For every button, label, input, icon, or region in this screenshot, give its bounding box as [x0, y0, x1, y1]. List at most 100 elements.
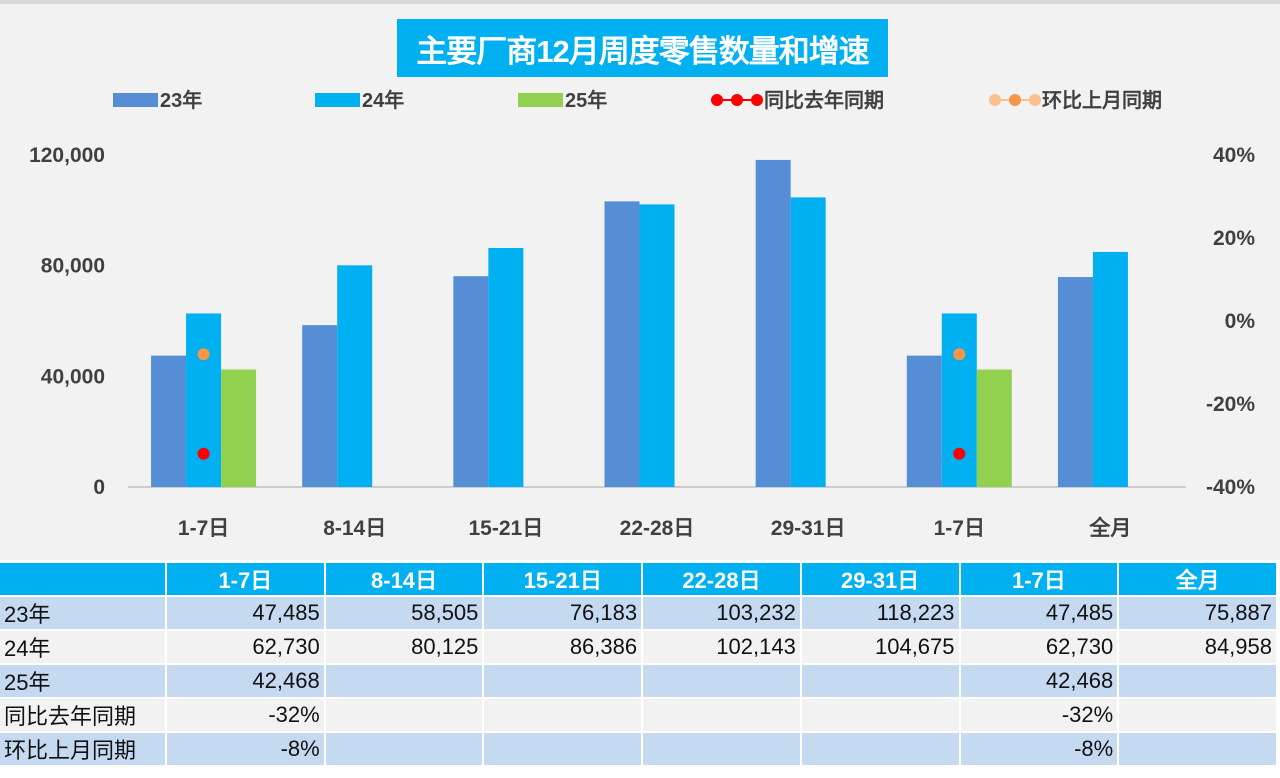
table-cell [801, 665, 959, 697]
table-cell: 118,223 [801, 597, 959, 629]
table-row: 23年 47,485 58,505 76,183 103,232 118,223 47,48… [0, 597, 1276, 629]
table-cell: -8% [960, 733, 1118, 765]
table-cell: -32% [960, 699, 1118, 731]
y-right-tick-label: 20% [1213, 227, 1255, 250]
row-label: 23年 [0, 597, 165, 629]
bar-23年 [302, 325, 338, 487]
y-left-tick-label: 120,000 [29, 144, 105, 167]
table-cell [1119, 733, 1276, 765]
bar-23年 [755, 159, 791, 487]
chart-svg: 0 40,000 80,000 120,000 -40% -20% 0% 20% 40% 1-7日… [29, 88, 1256, 540]
table-cell: 42,468 [960, 665, 1118, 697]
bar-25年 [976, 369, 1012, 487]
table-corner-cell [0, 563, 165, 595]
legend-marker-环比上月同期 [1029, 94, 1041, 106]
point-环比上月同期 [197, 348, 210, 361]
x-tick-label: 全月 [1088, 516, 1131, 540]
bar-24年 [941, 313, 977, 487]
chart-title: 主要厂商12月周度零售数量和增速 [397, 19, 888, 77]
table-cell: 62,730 [960, 631, 1118, 663]
table-cell: 80,125 [325, 631, 483, 663]
x-tick-label: 22-28日 [620, 517, 695, 540]
table-row: 同比去年同期 -32% -32% [0, 699, 1276, 731]
legend-marker-环比上月同期 [1009, 94, 1021, 106]
legend-label: 同比去年同期 [764, 88, 884, 112]
legend-swatch-25年 [518, 93, 563, 107]
bar-23年 [1057, 277, 1093, 487]
bar-24年 [488, 247, 524, 487]
table-cell [484, 665, 642, 697]
row-label: 环比上月同期 [0, 733, 165, 765]
y-left-tick-label: 80,000 [41, 255, 105, 278]
point-环比上月同期 [953, 348, 966, 361]
table-cell [643, 733, 800, 765]
table-cell [325, 733, 483, 765]
table-row: 25年 42,468 42,468 [0, 665, 1276, 697]
legend-marker-同比去年同期 [731, 94, 743, 106]
legend-label: 24年 [362, 88, 404, 112]
table-cell [325, 699, 483, 731]
table-header-cell: 22-28日 [643, 563, 800, 595]
table-cell [1119, 699, 1276, 731]
bar-23年 [906, 355, 942, 487]
x-tick-label: 15-21日 [468, 517, 543, 540]
table-cell [801, 733, 959, 765]
x-tick-label: 1-7日 [178, 517, 229, 540]
bar-23年 [453, 276, 489, 487]
x-tick-label: 8-14日 [323, 517, 386, 540]
y-left-tick-label: 40,000 [41, 365, 105, 388]
bar-24年 [186, 313, 222, 487]
table-header-cell: 1-7日 [960, 563, 1118, 595]
row-label: 25年 [0, 665, 165, 697]
legend-label: 环比上月同期 [1042, 89, 1162, 112]
table-header-row: 1-7日 8-14日 15-21日 22-28日 29-31日 1-7日 全月 [0, 563, 1276, 595]
bar-23年 [151, 355, 187, 487]
table-cell: 104,675 [801, 631, 959, 663]
bar-24年 [337, 265, 373, 487]
y-right-tick-label: 0% [1225, 310, 1256, 333]
legend-swatch-24年 [315, 93, 360, 107]
table-cell: 62,730 [167, 631, 324, 663]
table-cell: 86,386 [484, 631, 642, 663]
row-label: 同比去年同期 [0, 699, 165, 731]
legend-marker-同比去年同期 [751, 94, 763, 106]
y-right-tick-label: -40% [1206, 476, 1255, 499]
table-cell: 58,505 [325, 597, 483, 629]
bar-25年 [221, 369, 257, 487]
legend-marker-环比上月同期 [989, 94, 1001, 106]
table-header-cell: 8-14日 [325, 563, 483, 595]
bar-24年 [790, 197, 826, 487]
legend-label: 25年 [565, 88, 607, 112]
table-row: 24年 62,730 80,125 86,386 102,143 104,675 62,73… [0, 631, 1276, 663]
table-row: 环比上月同期 -8% -8% [0, 733, 1276, 765]
table-cell: 76,183 [484, 597, 642, 629]
x-tick-label: 29-31日 [771, 517, 846, 540]
table-cell: 75,887 [1119, 597, 1276, 629]
legend-label: 23年 [160, 88, 202, 112]
table-header-cell: 29-31日 [801, 563, 959, 595]
table-cell: 42,468 [167, 665, 324, 697]
row-label: 24年 [0, 631, 165, 663]
table-cell: -8% [167, 733, 324, 765]
legend-marker-同比去年同期 [711, 94, 723, 106]
point-同比去年同期 [953, 447, 966, 460]
table-cell: 103,232 [643, 597, 800, 629]
table-cell: 102,143 [643, 631, 800, 663]
table-cell [801, 699, 959, 731]
table-cell [643, 699, 800, 731]
y-right-tick-label: -20% [1206, 393, 1255, 416]
table-cell [1119, 665, 1276, 697]
table-header-cell: 全月 [1119, 563, 1276, 595]
table-cell [325, 665, 483, 697]
table-header-cell: 15-21日 [484, 563, 642, 595]
table-cell: 84,958 [1119, 631, 1276, 663]
data-table: 1-7日 8-14日 15-21日 22-28日 29-31日 1-7日 全月 23年 47,… [0, 561, 1278, 767]
table-cell [484, 733, 642, 765]
y-left-tick-label: 0 [93, 476, 105, 499]
bar-24年 [639, 204, 675, 488]
legend-swatch-23年 [113, 93, 158, 107]
table-header-cell: 1-7日 [167, 563, 324, 595]
table-cell [643, 665, 800, 697]
bar-24年 [1092, 251, 1128, 487]
table-cell [484, 699, 642, 731]
